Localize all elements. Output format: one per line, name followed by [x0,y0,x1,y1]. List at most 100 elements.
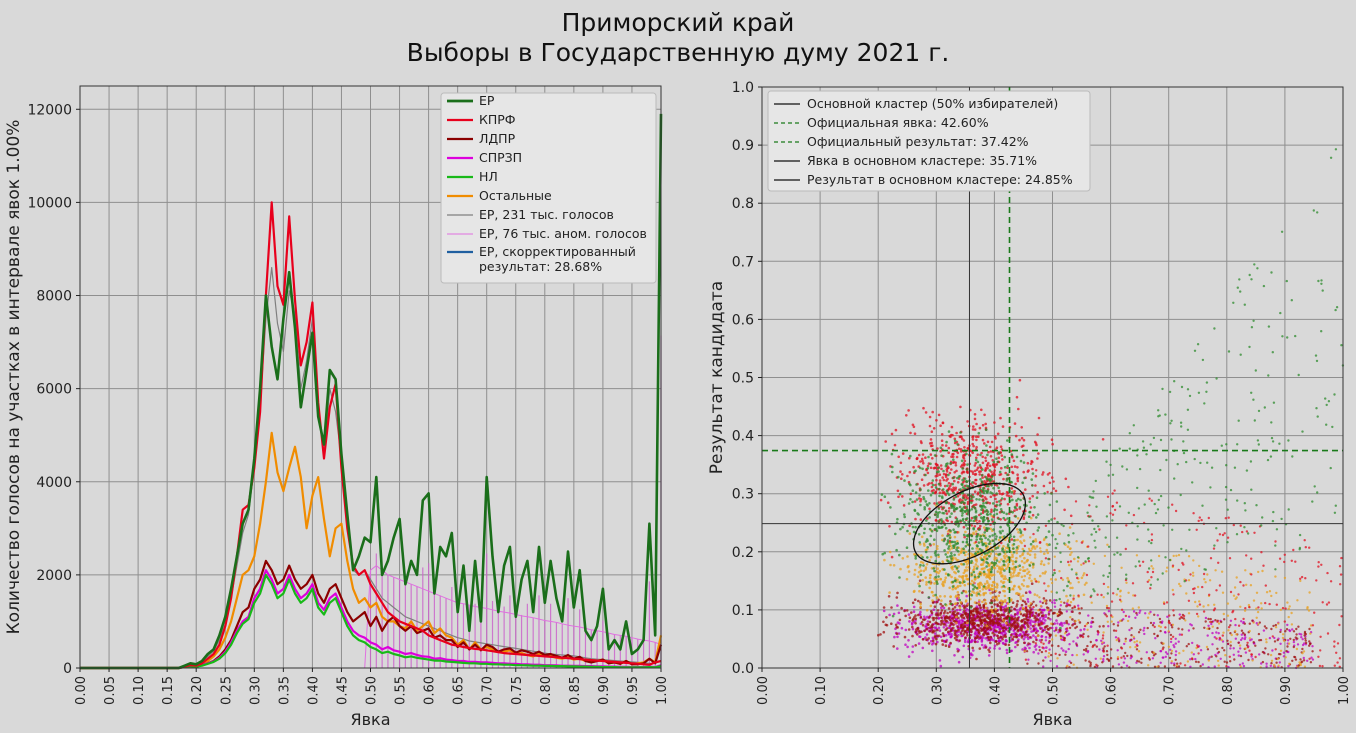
scatter-point-4 [953,620,957,623]
scatter-point-1 [983,442,986,445]
scatter-point-2 [1030,547,1034,550]
scatter-point-4 [1026,623,1029,627]
scatter-point-1 [1299,577,1302,580]
scatter-point-4 [952,611,955,614]
scatter-point-2 [1017,585,1021,588]
scatter-point-0 [929,462,932,466]
scatter-point-4 [1112,629,1116,632]
scatter-point-4 [990,605,994,609]
turnout-result-scatter-chart: 0.00 0.10 0.20 0.30 0.40 0.50 0.60 0.70 0.80 0.90… [707,80,1352,729]
scatter-point-0 [933,538,936,541]
scatter-point-3 [1288,629,1291,632]
scatter-point-0 [1023,476,1026,480]
scatter-point-4 [904,614,907,618]
scatter-point-0 [1051,573,1055,577]
scatter-point-3 [942,606,946,610]
scatter-point-0 [1157,409,1160,412]
scatter-point-0 [962,533,966,537]
scatter-point-0 [936,582,939,585]
scatter-point-4 [1075,643,1078,646]
scatter-point-0 [962,506,966,509]
scatter-point-0 [947,430,951,433]
scatter-point-3 [1087,614,1090,617]
scatter-point-4 [1242,631,1245,635]
scatter-point-2 [984,602,988,605]
scatter-point-4 [1265,627,1268,630]
y-tick-label: 12000 [27,102,72,118]
scatter-point-4 [996,614,1000,617]
scatter-point-0 [1088,515,1091,518]
scatter-point-0 [991,502,995,505]
scatter-point-4 [969,616,973,620]
scatter-point-1 [939,450,942,453]
scatter-point-0 [923,527,926,531]
scatter-point-0 [1107,545,1111,548]
scatter-point-4 [972,621,975,625]
scatter-point-0 [998,470,1002,474]
scatter-point-4 [1203,626,1206,629]
scatter-point-2 [1005,621,1008,625]
scatter-point-1 [912,465,915,469]
scatter-point-2 [892,564,896,567]
scatter-point-3 [1232,653,1235,656]
scatter-point-1 [922,484,926,487]
scatter-point-2 [978,581,982,585]
scatter-point-2 [977,602,981,605]
scatter-point-1 [953,441,957,445]
scatter-point-2 [1148,612,1151,615]
scatter-point-3 [1040,635,1043,638]
scatter-point-0 [965,505,969,509]
scatter-point-4 [1276,638,1279,642]
scatter-point-0 [950,506,954,510]
scatter-point-4 [965,631,969,635]
scatter-point-2 [1083,583,1087,586]
scatter-point-3 [1262,629,1266,632]
scatter-point-2 [956,540,959,543]
scatter-point-0 [1243,526,1246,529]
scatter-point-2 [1277,664,1280,667]
scatter-point-2 [1020,583,1024,586]
scatter-point-4 [1264,647,1267,650]
scatter-point-4 [1009,618,1013,621]
scatter-point-2 [944,576,947,579]
scatter-point-4 [1065,604,1068,608]
scatter-point-4 [1291,659,1294,662]
scatter-point-1 [1111,505,1114,508]
legend-box [440,92,657,284]
scatter-point-0 [985,528,989,531]
scatter-point-4 [1024,609,1027,612]
scatter-point-1 [1216,620,1219,623]
scatter-point-4 [952,626,955,630]
scatter-point-0 [1298,546,1302,550]
scatter-point-2 [1208,579,1212,582]
scatter-point-1 [1023,528,1026,531]
scatter-point-0 [942,469,945,473]
scatter-point-3 [1206,634,1209,637]
scatter-point-0 [954,495,958,499]
scatter-point-2 [1067,563,1071,567]
scatter-point-2 [1029,549,1033,553]
scatter-point-4 [987,638,991,641]
scatter-point-3 [1049,618,1052,621]
scatter-point-2 [979,556,982,559]
scatter-point-2 [1022,579,1026,582]
scatter-point-3 [953,654,956,657]
scatter-point-1 [890,432,894,436]
scatter-point-0 [934,528,938,531]
scatter-point-2 [1137,606,1140,609]
scatter-point-4 [1001,638,1004,641]
scatter-point-3 [896,647,899,650]
scatter-point-4 [921,591,924,594]
scatter-point-4 [980,629,983,632]
scatter-point-1 [921,459,924,463]
scatter-point-0 [1245,469,1249,472]
scatter-point-0 [960,514,964,517]
scatter-point-0 [1162,524,1165,527]
scatter-point-0 [1036,513,1040,516]
scatter-point-4 [1012,618,1016,621]
scatter-point-2 [925,563,929,566]
scatter-point-0 [917,533,921,536]
scatter-point-4 [1020,629,1023,632]
scatter-point-3 [1143,626,1146,630]
scatter-point-1 [901,452,905,455]
